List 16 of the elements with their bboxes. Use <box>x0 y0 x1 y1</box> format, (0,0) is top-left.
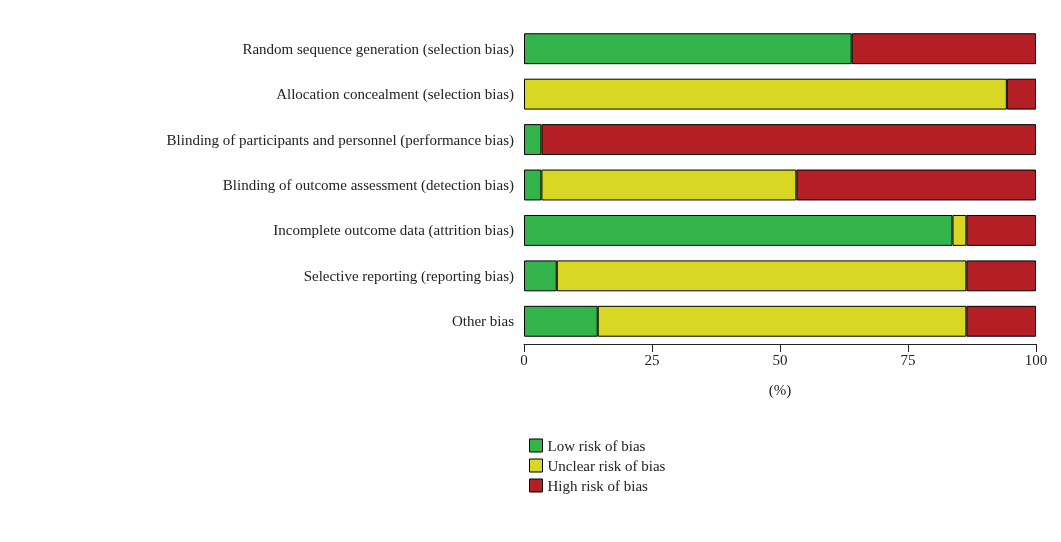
y-tick-label: Other bias <box>451 313 515 330</box>
legend-label: Low risk of bias <box>547 437 646 454</box>
legend-label: Unclear risk of bias <box>547 457 666 474</box>
y-tick-label: Incomplete outcome data (attrition bias) <box>273 222 514 240</box>
x-axis-title: (%) <box>768 381 792 399</box>
x-tick-label: 0 <box>520 351 528 368</box>
y-tick-label: Blinding of outcome assessment (detection bias) <box>222 177 514 194</box>
y-tick-label: Selective reporting (reporting bias) <box>303 267 514 285</box>
y-tick-label: Allocation concealment (selection bias) <box>276 86 514 104</box>
y-tick-label: Blinding of participants and personnel (performance bias) <box>166 131 514 149</box>
legend-label: High risk of bias <box>547 477 649 494</box>
y-tick-label: Random sequence generation (selection bias) <box>242 40 514 58</box>
x-tick-label: 50 <box>772 351 788 368</box>
x-tick-label: 75 <box>900 351 916 368</box>
x-tick-label: 100 <box>1024 351 1048 368</box>
x-tick-label: 25 <box>644 351 660 368</box>
